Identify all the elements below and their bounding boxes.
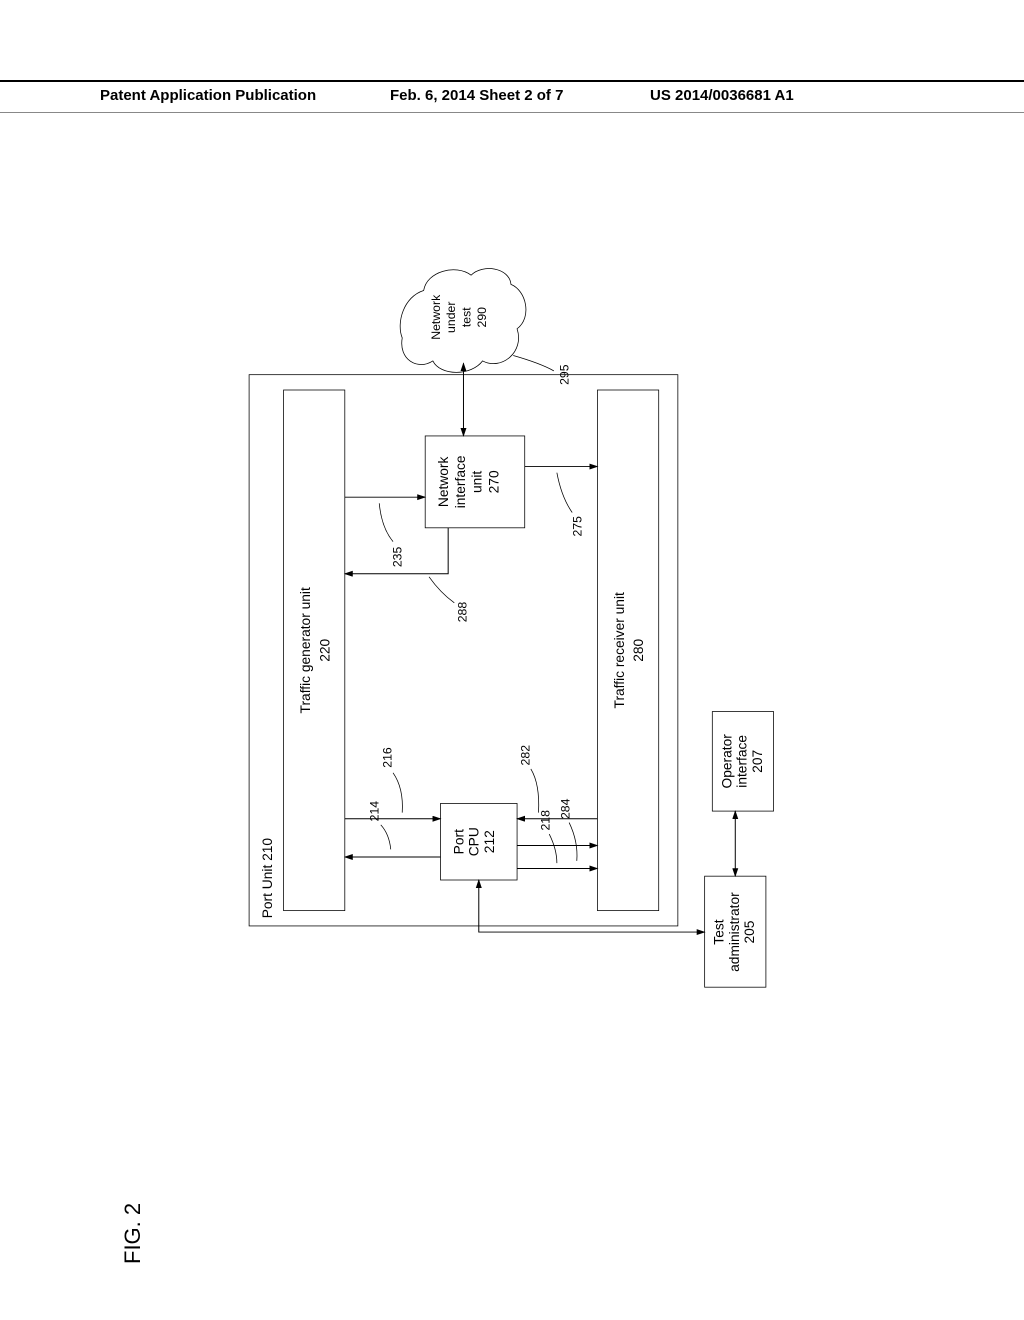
test-admin-label-3: 205 (742, 920, 757, 943)
port-cpu-label-3: 212 (482, 830, 497, 853)
cloud-label-2: under (444, 302, 458, 333)
leader-216 (393, 773, 402, 813)
figure-label: FIG. 2 (120, 1203, 146, 1264)
ref-275: 275 (571, 516, 585, 537)
port-cpu-label-2: CPU (467, 827, 482, 856)
ref-284: 284 (558, 798, 572, 819)
leader-284 (569, 823, 577, 861)
ref-216: 216 (381, 747, 395, 768)
network-interface-label-3: unit (470, 471, 485, 493)
ref-288: 288 (456, 602, 470, 623)
leader-214 (381, 825, 391, 850)
header-pub-number: US 2014/0036681 A1 (650, 87, 794, 104)
traffic-receiver-box (597, 390, 658, 911)
cloud-label-1: Network (429, 294, 443, 340)
cloud-label-4: 290 (475, 307, 489, 328)
traffic-generator-label-2: 220 (317, 638, 332, 661)
test-admin-label-2: administrator (727, 892, 742, 972)
operator-interface-label-1: Operator (719, 734, 734, 789)
traffic-generator-label-1: Traffic generator unit (298, 587, 313, 713)
ref-218: 218 (538, 810, 552, 831)
leader-235 (379, 503, 393, 541)
page-header: Patent Application Publication Feb. 6, 2… (0, 80, 1024, 113)
network-interface-label-1: Network (436, 457, 451, 508)
diagram-svg: Port Unit 210 Traffic generator unit 220… (28, 268, 988, 1003)
network-interface-label-4: 270 (487, 470, 502, 493)
ref-282: 282 (518, 745, 532, 766)
leader-218 (549, 834, 557, 863)
traffic-receiver-label-2: 280 (631, 638, 646, 661)
ref-235: 235 (391, 547, 405, 568)
traffic-generator-box (284, 390, 345, 911)
test-admin-label-1: Test (712, 919, 727, 944)
cloud-label-3: test (460, 307, 474, 327)
leader-295 (513, 356, 554, 371)
operator-interface-label-2: interface (735, 735, 750, 788)
diagram-container: Port Unit 210 Traffic generator unit 220… (28, 268, 988, 1003)
leader-282 (531, 769, 539, 813)
network-interface-label-2: interface (453, 455, 468, 508)
port-cpu-label-1: Port (451, 829, 466, 854)
leader-288 (429, 577, 454, 603)
ref-295: 295 (558, 364, 572, 385)
operator-interface-label-3: 207 (750, 750, 765, 773)
ref-214: 214 (368, 801, 382, 822)
header-date-sheet: Feb. 6, 2014 Sheet 2 of 7 (390, 87, 563, 104)
traffic-receiver-label-1: Traffic receiver unit (612, 592, 627, 708)
arrow-cpu-admin (479, 880, 705, 932)
header-publication-type: Patent Application Publication (100, 87, 316, 104)
leader-275 (557, 473, 572, 513)
port-unit-label: Port Unit 210 (260, 838, 275, 919)
